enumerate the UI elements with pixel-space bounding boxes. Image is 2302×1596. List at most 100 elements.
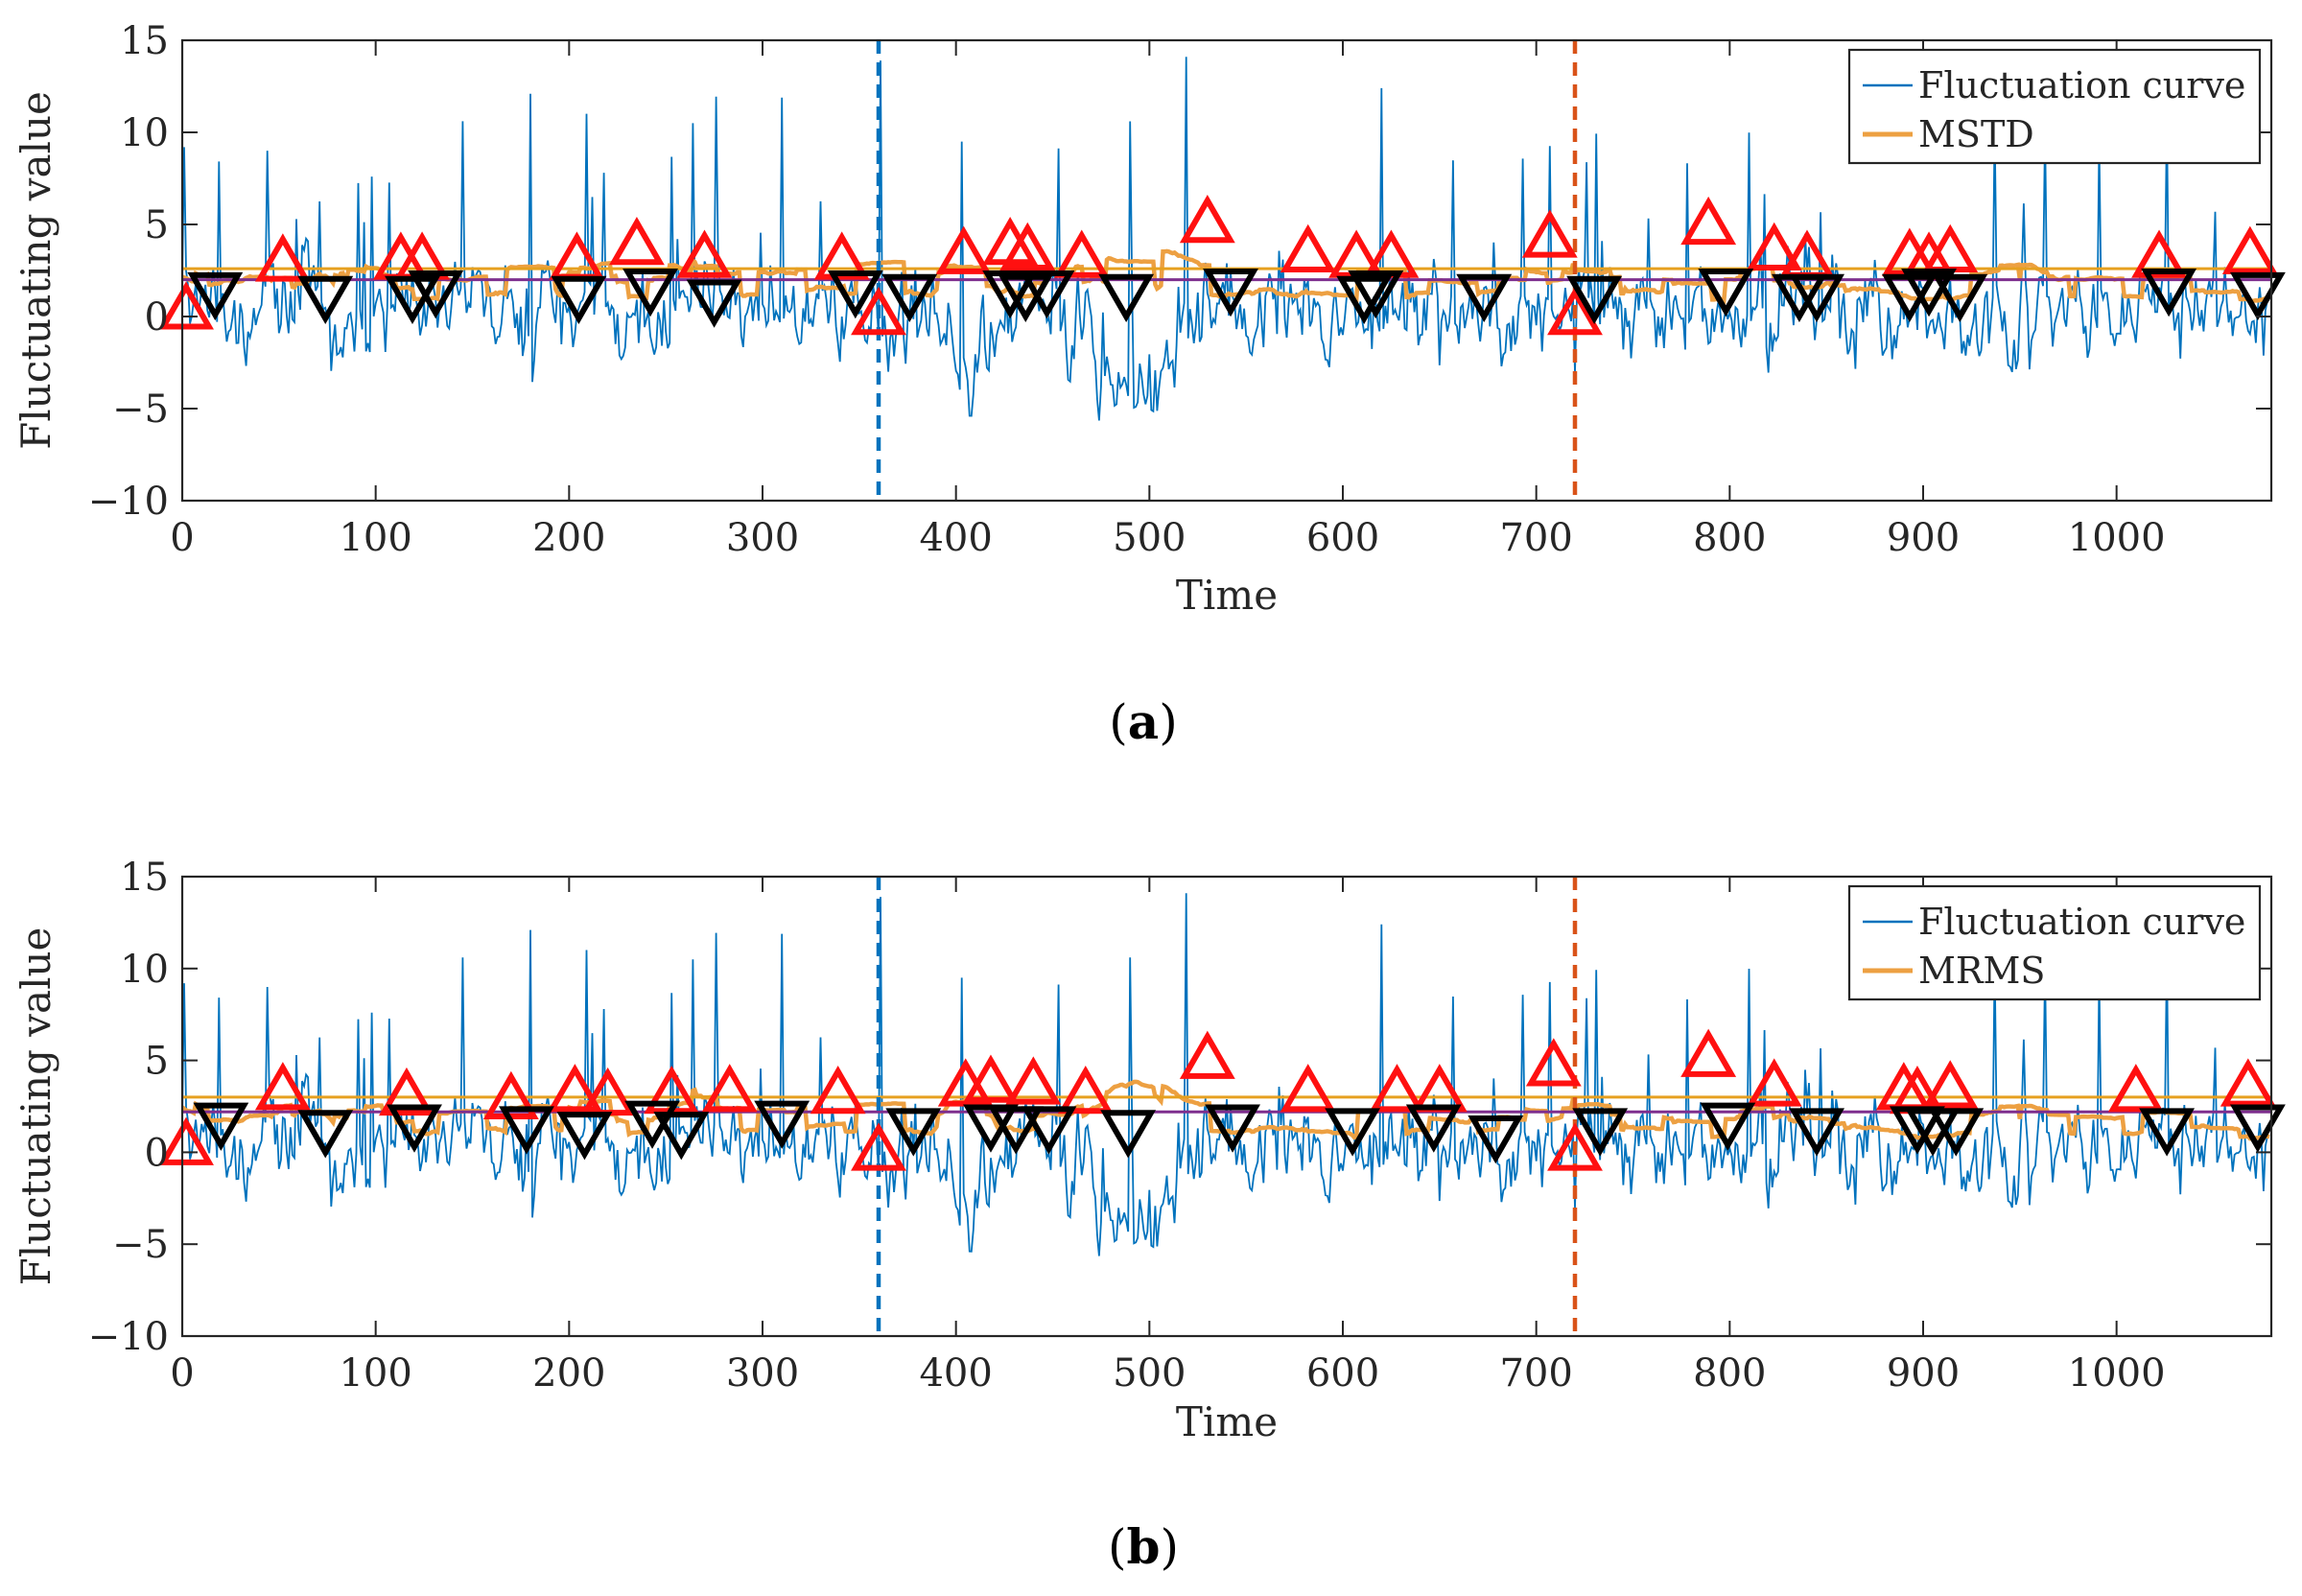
peak-marker [2220,1058,2276,1107]
peak-marker [810,1065,866,1115]
y-tick-label: −5 [112,1223,169,1267]
peak-marker [1922,1060,1979,1109]
valley-marker [1205,1104,1260,1153]
peak-marker [1547,286,1603,336]
peak-marker [963,1054,1019,1103]
peak-marker [935,225,992,274]
valley-marker [499,1106,554,1155]
valley-marker [1456,273,1513,323]
caption-open: ( [1109,694,1128,750]
x-tick-label: 600 [1306,516,1379,560]
valley-marker [653,1112,710,1161]
valley-marker [885,1108,942,1157]
peak-marker [1005,1056,1062,1105]
y-tick-label: −5 [112,387,169,432]
x-tick-label: 400 [919,516,992,560]
y-tick-label: 10 [120,948,169,992]
y-tick-label: 15 [120,856,169,900]
valley-marker [1021,1106,1077,1155]
valley-marker [1203,269,1258,317]
valley-marker [297,1110,354,1159]
valley-marker [1325,1108,1381,1157]
y-tick-label: −10 [88,1315,169,1359]
valley-marker [2141,269,2197,317]
peak-marker [1369,1064,1425,1113]
y-tick-label: −10 [88,480,169,524]
x-tick-label: 200 [532,516,605,560]
valley-marker [1928,1108,1985,1157]
valley-marker [622,269,678,317]
peak-marker [1746,222,1802,271]
valley-marker [1700,1102,1756,1151]
caption-open: ( [1108,1519,1127,1575]
y-tick-label: 15 [120,19,169,63]
legend-label-fluctuation: Fluctuation curve [1918,64,2245,106]
peak-marker [158,1116,214,1165]
peak-marker [1280,223,1336,272]
valley-marker [1901,269,1957,317]
caption-letter: a [1128,693,1159,750]
x-tick-label: 300 [726,516,799,560]
valley-marker [881,273,938,323]
peak-marker [1280,1064,1336,1113]
peak-marker [1680,196,1737,246]
legend-box [1847,48,2262,165]
peak-marker [1179,1030,1235,1079]
peak-marker [2221,225,2278,274]
x-tick-label: 500 [1113,1351,1186,1396]
peak-marker [2107,1064,2164,1113]
valley-marker [297,275,354,324]
valley-marker [387,1104,442,1153]
valley-marker [193,1102,249,1151]
caption-letter: b [1127,1518,1161,1575]
y-tick-label: 5 [145,1040,169,1084]
axes-frame [180,38,2273,503]
y-tick-label: 5 [145,203,169,247]
peak-marker [547,1064,603,1113]
valley-marker [1698,269,1754,317]
valley-marker [1789,1108,1845,1157]
legend-label-moving-stat: MRMS [1918,950,2045,992]
valley-marker [686,279,742,328]
x-tick-label: 500 [1113,516,1186,560]
valley-marker [988,1106,1045,1155]
x-tick-label: 800 [1693,1351,1766,1396]
valley-marker [1468,1115,1524,1164]
x-tick-label: 100 [339,1351,411,1396]
peak-marker [851,286,906,336]
valley-marker [827,270,883,319]
x-tick-label: 300 [726,1351,799,1396]
y-tick-label: 10 [120,111,169,155]
x-tick-label: 200 [532,1351,605,1396]
legend-label-moving-stat: MSTD [1918,113,2034,155]
valley-marker [1336,275,1393,324]
peak-marker [999,222,1056,271]
panel-caption: (a) [1109,693,1177,750]
peak-marker [1521,209,1578,258]
valley-marker [2229,1104,2286,1153]
y-axis-title: Fluctuating value [12,927,59,1286]
y-axis-title: Fluctuating value [12,91,59,450]
x-tick-label: 800 [1693,516,1766,560]
valley-marker [1348,270,1404,319]
valley-marker [1566,275,1623,324]
valley-marker [2139,1108,2196,1157]
x-axis-title: Time [1176,1398,1278,1445]
panel-caption: (b) [1108,1518,1179,1575]
x-tick-label: 600 [1306,1351,1379,1396]
valley-marker [1572,1108,1629,1157]
peak-marker [1746,1058,1802,1107]
x-axis-title: Time [1176,572,1278,619]
peak-marker [1411,1064,1468,1113]
fluctuation-curve [182,893,2270,1256]
peak-marker [851,1122,906,1171]
peak-marker [608,217,665,266]
x-tick-label: 900 [1887,1351,1960,1396]
valley-marker [551,275,607,324]
peak-marker [676,229,733,278]
peak-marker [158,281,214,330]
x-tick-label: 900 [1887,516,1960,560]
caption-close: ) [1160,1519,1179,1575]
valley-marker [1100,1110,1157,1159]
